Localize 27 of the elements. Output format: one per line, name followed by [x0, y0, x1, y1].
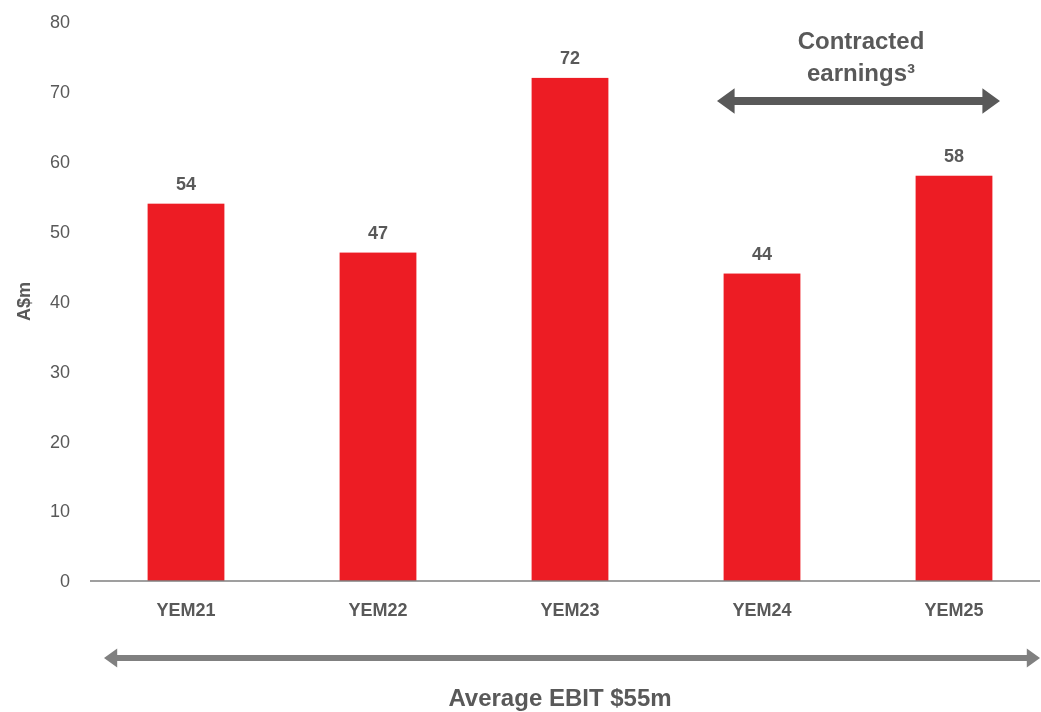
y-tick-label: 0: [59, 571, 70, 592]
data-label: 72: [559, 47, 581, 68]
y-tick-label: 20: [49, 431, 70, 452]
y-tick-label: 40: [49, 291, 70, 312]
bar: [915, 175, 993, 581]
data-label: 54: [175, 173, 197, 194]
data-label: 58: [943, 145, 965, 166]
y-tick-label: 80: [49, 12, 70, 33]
text: Average EBIT $55m: [448, 684, 672, 711]
data-label: 44: [751, 243, 773, 264]
y-tick-label: 70: [49, 82, 70, 103]
x-tick-label: YEM25: [924, 600, 984, 620]
y-tick-label: 30: [49, 361, 70, 382]
bar: [723, 273, 801, 581]
annotation: Contracted earnings³: [797, 27, 925, 86]
y-tick-label: 50: [49, 221, 70, 242]
y-tick-label: 60: [49, 152, 70, 173]
x-tick-label: YEM22: [348, 600, 408, 620]
y-axis-title: A$m: [14, 281, 34, 322]
y-tick-label: 10: [49, 501, 70, 522]
x-tick-label: YEM23: [540, 600, 600, 620]
bar: [147, 203, 225, 581]
x-tick-label: YEM24: [732, 600, 792, 620]
bar: [339, 252, 417, 581]
bar: [531, 77, 609, 581]
x-tick-label: YEM21: [156, 600, 216, 620]
data-label: 47: [367, 222, 389, 243]
